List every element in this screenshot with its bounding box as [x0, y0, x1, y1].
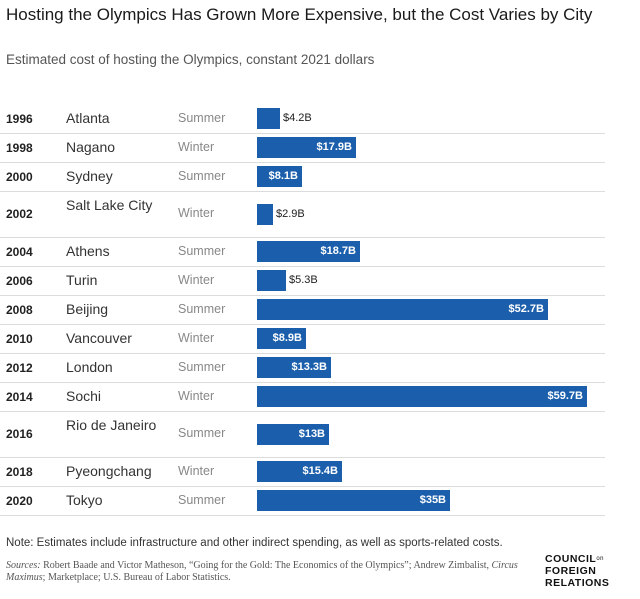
row-city: Beijing: [66, 300, 109, 317]
row-year: 2002: [6, 207, 33, 221]
table-row: 2002 Salt Lake City Winter $2.9B: [0, 191, 605, 238]
row-year: 2014: [6, 389, 33, 404]
row-season: Summer: [178, 359, 226, 374]
bar: [257, 357, 331, 378]
table-row: 2000 Sydney Summer $8.1B: [0, 162, 605, 192]
row-year: 1998: [6, 140, 33, 155]
cfr-logo: COUNCILon FOREIGN RELATIONS: [545, 553, 609, 589]
bar-value-label: $13.3B: [291, 361, 327, 373]
row-year: 2018: [6, 464, 33, 479]
bar-value-label: $8.9B: [272, 332, 302, 344]
bar: [257, 386, 587, 407]
row-season: Summer: [178, 168, 226, 183]
row-year: 2000: [6, 169, 33, 184]
row-year: 1996: [6, 111, 33, 126]
sources-text: Robert Baade and Victor Matheson, “Going…: [40, 560, 492, 571]
row-season: Summer: [178, 243, 226, 258]
table-row: 2018 Pyeongchang Winter $15.4B: [0, 457, 605, 487]
bar-value-label: $5.3B: [289, 274, 318, 286]
row-city: Rio de Janeiro: [66, 417, 157, 433]
row-city: Salt Lake City: [66, 197, 153, 213]
bar: [257, 137, 356, 158]
sources-tail: ; Marketplace; U.S. Bureau of Labor Stat…: [42, 572, 231, 583]
row-city: Athens: [66, 242, 110, 259]
bar: [257, 328, 306, 349]
row-season: Winter: [178, 272, 215, 287]
row-season: Summer: [178, 110, 226, 125]
table-row: 1998 Nagano Winter $17.9B: [0, 133, 605, 163]
row-season: Winter: [178, 139, 215, 154]
bar-value-label: $8.1B: [268, 170, 298, 182]
logo-sup: on: [596, 556, 605, 562]
bar-value-label: $17.9B: [316, 141, 352, 153]
bar-value-label: $59.7B: [547, 390, 583, 402]
row-season: Summer: [178, 426, 226, 440]
chart-subtitle: Estimated cost of hosting the Olympics, …: [6, 52, 375, 67]
table-row: 2014 Sochi Winter $59.7B: [0, 382, 605, 412]
row-year: 2008: [6, 302, 33, 317]
sources-label: Sources:: [6, 560, 41, 571]
chart-title: Hosting the Olympics Has Grown More Expe…: [6, 5, 593, 24]
table-row: 1996 Atlanta Summer $4.2B: [0, 104, 605, 134]
row-year: 2004: [6, 244, 33, 259]
row-city: Pyeongchang: [66, 462, 152, 479]
row-city: Vancouver: [66, 329, 132, 346]
bar-value-label: $35B: [419, 494, 446, 506]
row-city: Nagano: [66, 138, 116, 155]
bar-value-label: $2.9B: [276, 207, 305, 220]
table-row: 2008 Beijing Summer $52.7B: [0, 295, 605, 325]
row-city: Atlanta: [66, 109, 110, 126]
sources: Sources: Robert Baade and Victor Matheso…: [6, 560, 526, 584]
logo-line2: FOREIGN: [545, 565, 597, 577]
bar: [257, 461, 342, 482]
logo-line3: RELATIONS: [545, 577, 610, 589]
table-row: 2016 Rio de Janeiro Summer $13B: [0, 411, 605, 458]
row-city: Tokyo: [66, 491, 103, 508]
bar-value-label: $13B: [298, 427, 325, 440]
table-row: 2006 Turin Winter $5.3B: [0, 266, 605, 296]
bar: [257, 490, 450, 511]
bar: [257, 166, 302, 187]
bar: [257, 299, 548, 320]
table-row: 2004 Athens Summer $18.7B: [0, 237, 605, 267]
row-season: Summer: [178, 301, 226, 316]
table-row: 2010 Vancouver Winter $8.9B: [0, 324, 605, 354]
row-year: 2006: [6, 273, 33, 288]
row-city: Turin: [66, 271, 98, 288]
row-year: 2016: [6, 427, 33, 441]
row-city: London: [66, 358, 113, 375]
table-row: 2012 London Summer $13.3B: [0, 353, 605, 383]
table-row: 2020 Tokyo Summer $35B: [0, 486, 605, 516]
row-season: Winter: [178, 206, 215, 220]
sources-book: Circus Maximus: [6, 560, 518, 583]
row-season: Winter: [178, 330, 215, 345]
bar: [257, 203, 273, 225]
bar: [257, 423, 329, 445]
bar: [257, 108, 280, 129]
bar-value-label: $52.7B: [508, 303, 544, 315]
row-year: 2020: [6, 493, 33, 508]
row-season: Summer: [178, 492, 226, 507]
row-season: Winter: [178, 388, 215, 403]
bar: [257, 241, 360, 262]
row-year: 2012: [6, 360, 33, 375]
logo-line1: COUNCIL: [545, 553, 597, 565]
row-year: 2010: [6, 331, 33, 346]
bar: [257, 270, 286, 291]
footnote: Note: Estimates include infrastructure a…: [6, 537, 503, 549]
bar-value-label: $18.7B: [320, 245, 356, 257]
bar-value-label: $15.4B: [302, 465, 338, 477]
row-season: Winter: [178, 463, 215, 478]
row-city: Sydney: [66, 167, 113, 184]
row-city: Sochi: [66, 387, 102, 404]
bar-value-label: $4.2B: [283, 112, 312, 124]
